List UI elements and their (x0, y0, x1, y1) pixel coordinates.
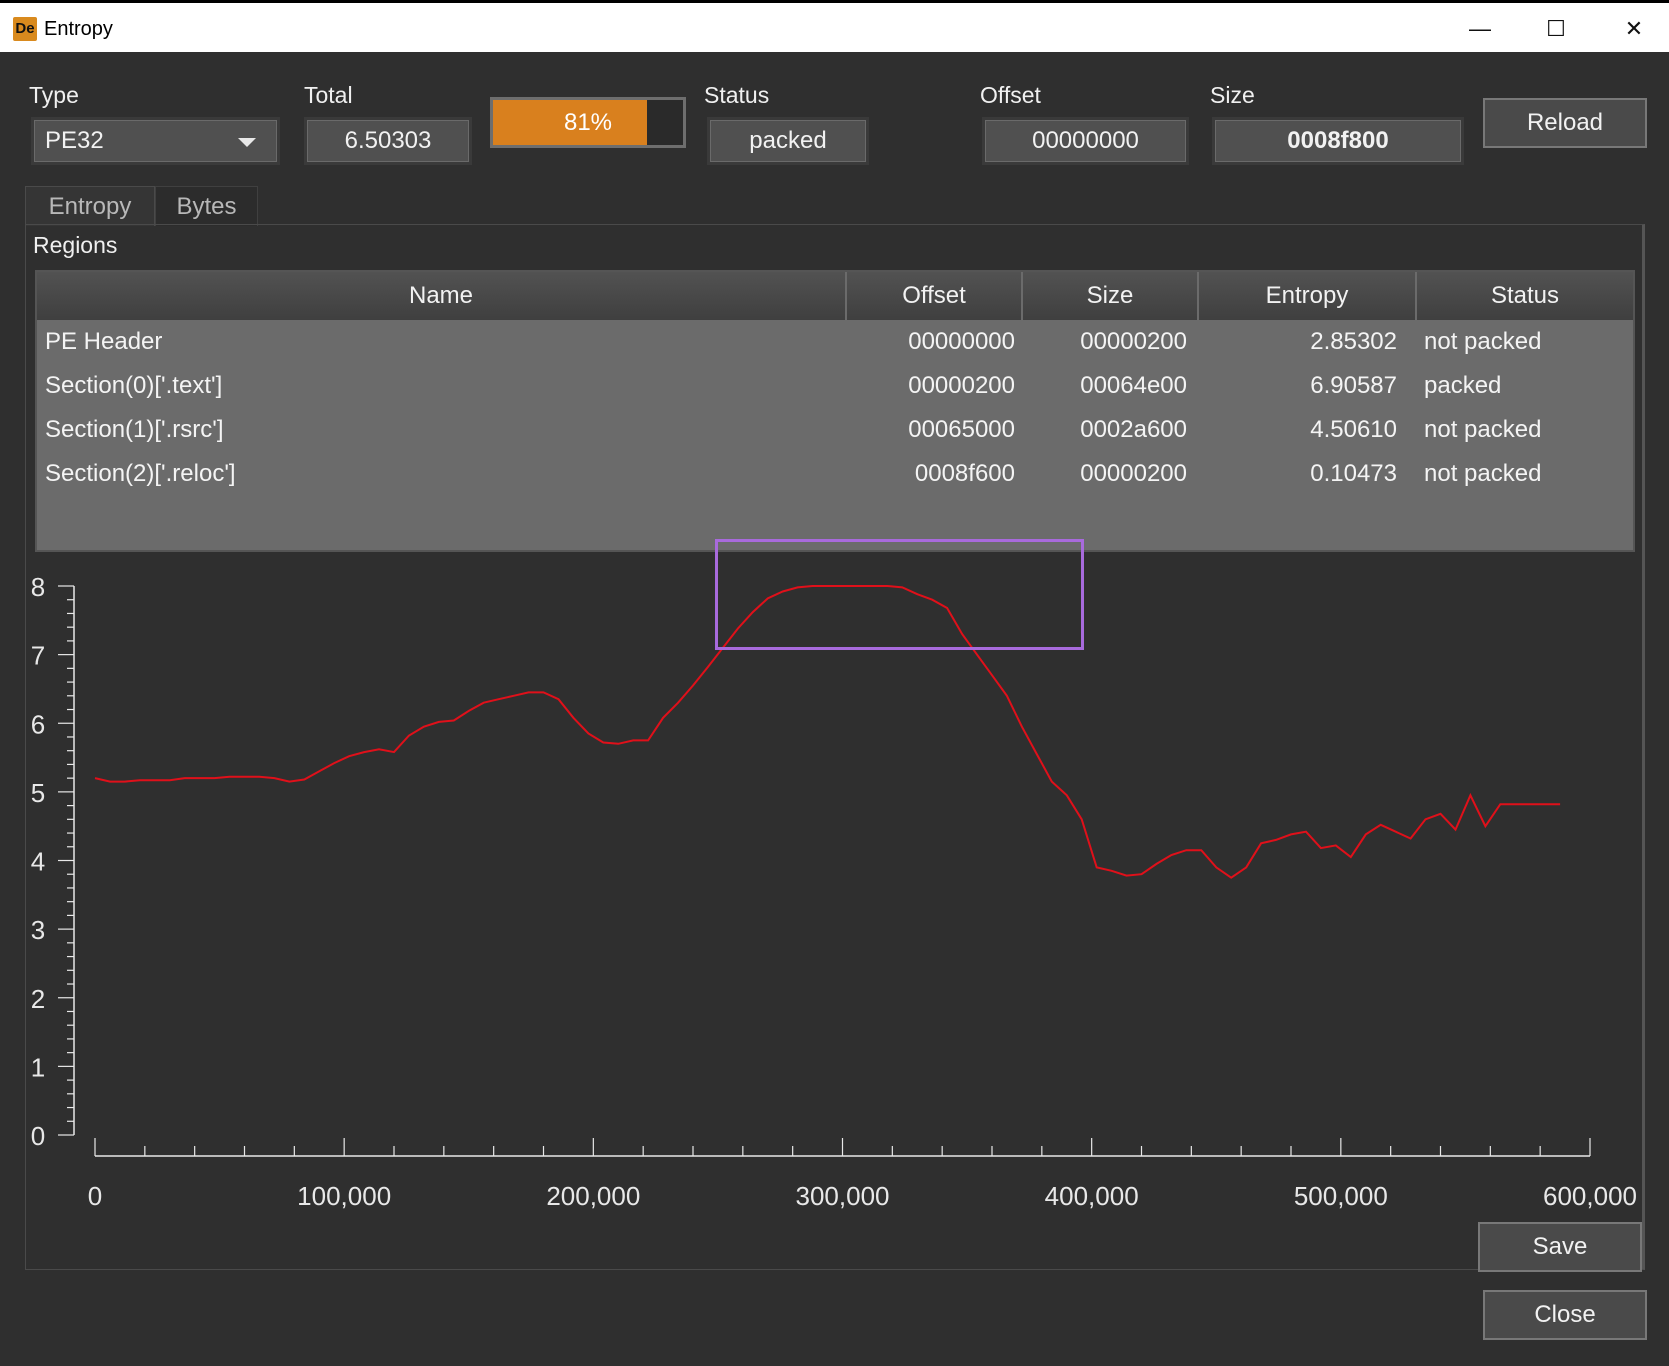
table-row[interactable]: Section(2)['.reloc'] 0008f600 00000200 0… (37, 452, 1633, 496)
cell-offset: 00065000 (908, 416, 1015, 443)
regions-table: Name Offset Size Entropy Status PE Heade… (35, 270, 1635, 552)
total-field[interactable]: 6.50303 (307, 120, 469, 162)
close-icon[interactable]: ✕ (1624, 16, 1644, 41)
cell-entropy: 6.90587 (1310, 372, 1397, 399)
y-tick-label: 1 (31, 1052, 45, 1082)
x-tick-label: 100,000 (297, 1181, 391, 1211)
x-tick-label: 300,000 (796, 1181, 890, 1211)
app-logo-icon: De (13, 17, 37, 41)
cell-status: not packed (1424, 328, 1542, 355)
y-tick-label: 6 (31, 709, 45, 739)
highlight-box (715, 539, 1084, 650)
column-header-name[interactable]: Name (37, 272, 847, 320)
table-row[interactable]: PE Header 00000000 00000200 2.85302 not … (37, 320, 1633, 364)
y-tick-label: 8 (31, 572, 45, 602)
y-tick-label: 5 (31, 778, 45, 808)
packed-progress-bar: 81% (490, 97, 686, 148)
cell-size: 0002a600 (1080, 416, 1187, 443)
cell-size: 00000200 (1080, 328, 1187, 355)
y-tick-label: 4 (31, 847, 45, 877)
total-label: Total (304, 82, 353, 108)
x-tick-label: 500,000 (1294, 1181, 1388, 1211)
type-label: Type (29, 82, 79, 108)
column-header-entropy[interactable]: Entropy (1199, 272, 1417, 320)
type-select-value: PE32 (45, 127, 104, 154)
x-tick-label: 600,000 (1543, 1181, 1637, 1211)
offset-label: Offset (980, 82, 1041, 108)
size-label: Size (1210, 82, 1255, 108)
size-field[interactable]: 0008f800 (1215, 120, 1461, 162)
column-header-size[interactable]: Size (1023, 272, 1199, 320)
table-row[interactable]: Section(0)['.text'] 00000200 00064e00 6.… (37, 364, 1633, 408)
tab-entropy[interactable]: Entropy (25, 186, 155, 226)
y-tick-label: 3 (31, 915, 45, 945)
cell-status: not packed (1424, 460, 1542, 487)
entropy-series-line (94, 585, 1561, 879)
cell-status: not packed (1424, 416, 1542, 443)
title-bar: De Entropy — ☐ ✕ (0, 0, 1669, 52)
x-tick-label: 400,000 (1045, 1181, 1139, 1211)
cell-entropy: 4.50610 (1310, 416, 1397, 443)
reload-button[interactable]: Reload (1483, 98, 1647, 148)
cell-name: Section(0)['.text'] (45, 372, 223, 399)
window-title: Entropy (44, 18, 113, 40)
status-field[interactable]: packed (710, 120, 866, 162)
x-tick-label: 200,000 (546, 1181, 640, 1211)
chevron-down-icon[interactable] (238, 138, 256, 147)
tab-bytes[interactable]: Bytes (155, 186, 258, 226)
cell-name: Section(2)['.reloc'] (45, 460, 236, 487)
y-tick-label: 7 (31, 641, 45, 671)
cell-entropy: 2.85302 (1310, 328, 1397, 355)
table-row[interactable]: Section(1)['.rsrc'] 00065000 0002a600 4.… (37, 408, 1633, 452)
save-button[interactable]: Save (1478, 1222, 1642, 1272)
cell-name: Section(1)['.rsrc'] (45, 416, 224, 443)
cell-offset: 0008f600 (914, 460, 1015, 487)
cell-entropy: 0.10473 (1310, 460, 1397, 487)
cell-offset: 00000000 (908, 328, 1015, 355)
minimize-icon[interactable]: — (1469, 16, 1491, 41)
column-header-status[interactable]: Status (1417, 272, 1633, 320)
cell-status: packed (1424, 372, 1502, 399)
y-tick-label: 2 (31, 984, 45, 1014)
cell-size: 00064e00 (1080, 372, 1187, 399)
column-header-offset[interactable]: Offset (847, 272, 1023, 320)
tab-panel (25, 224, 1645, 1270)
entropy-chart: 0 1 2 3 4 5 6 7 8 0 100,000 200,000 300,000 400,000 50… (31, 572, 1637, 1211)
regions-label: Regions (33, 232, 118, 258)
x-tick-label: 0 (88, 1181, 102, 1211)
progress-text: 81% (563, 109, 613, 136)
offset-field[interactable]: 00000000 (985, 120, 1186, 162)
close-button[interactable]: Close (1483, 1290, 1647, 1340)
cell-offset: 00000200 (908, 372, 1015, 399)
y-tick-label: 0 (31, 1121, 45, 1151)
maximize-icon[interactable]: ☐ (1546, 16, 1566, 41)
cell-name: PE Header (45, 328, 163, 355)
cell-size: 00000200 (1080, 460, 1187, 487)
progress-fill (493, 100, 647, 145)
status-label: Status (704, 82, 770, 108)
type-select[interactable]: PE32 (34, 120, 277, 162)
